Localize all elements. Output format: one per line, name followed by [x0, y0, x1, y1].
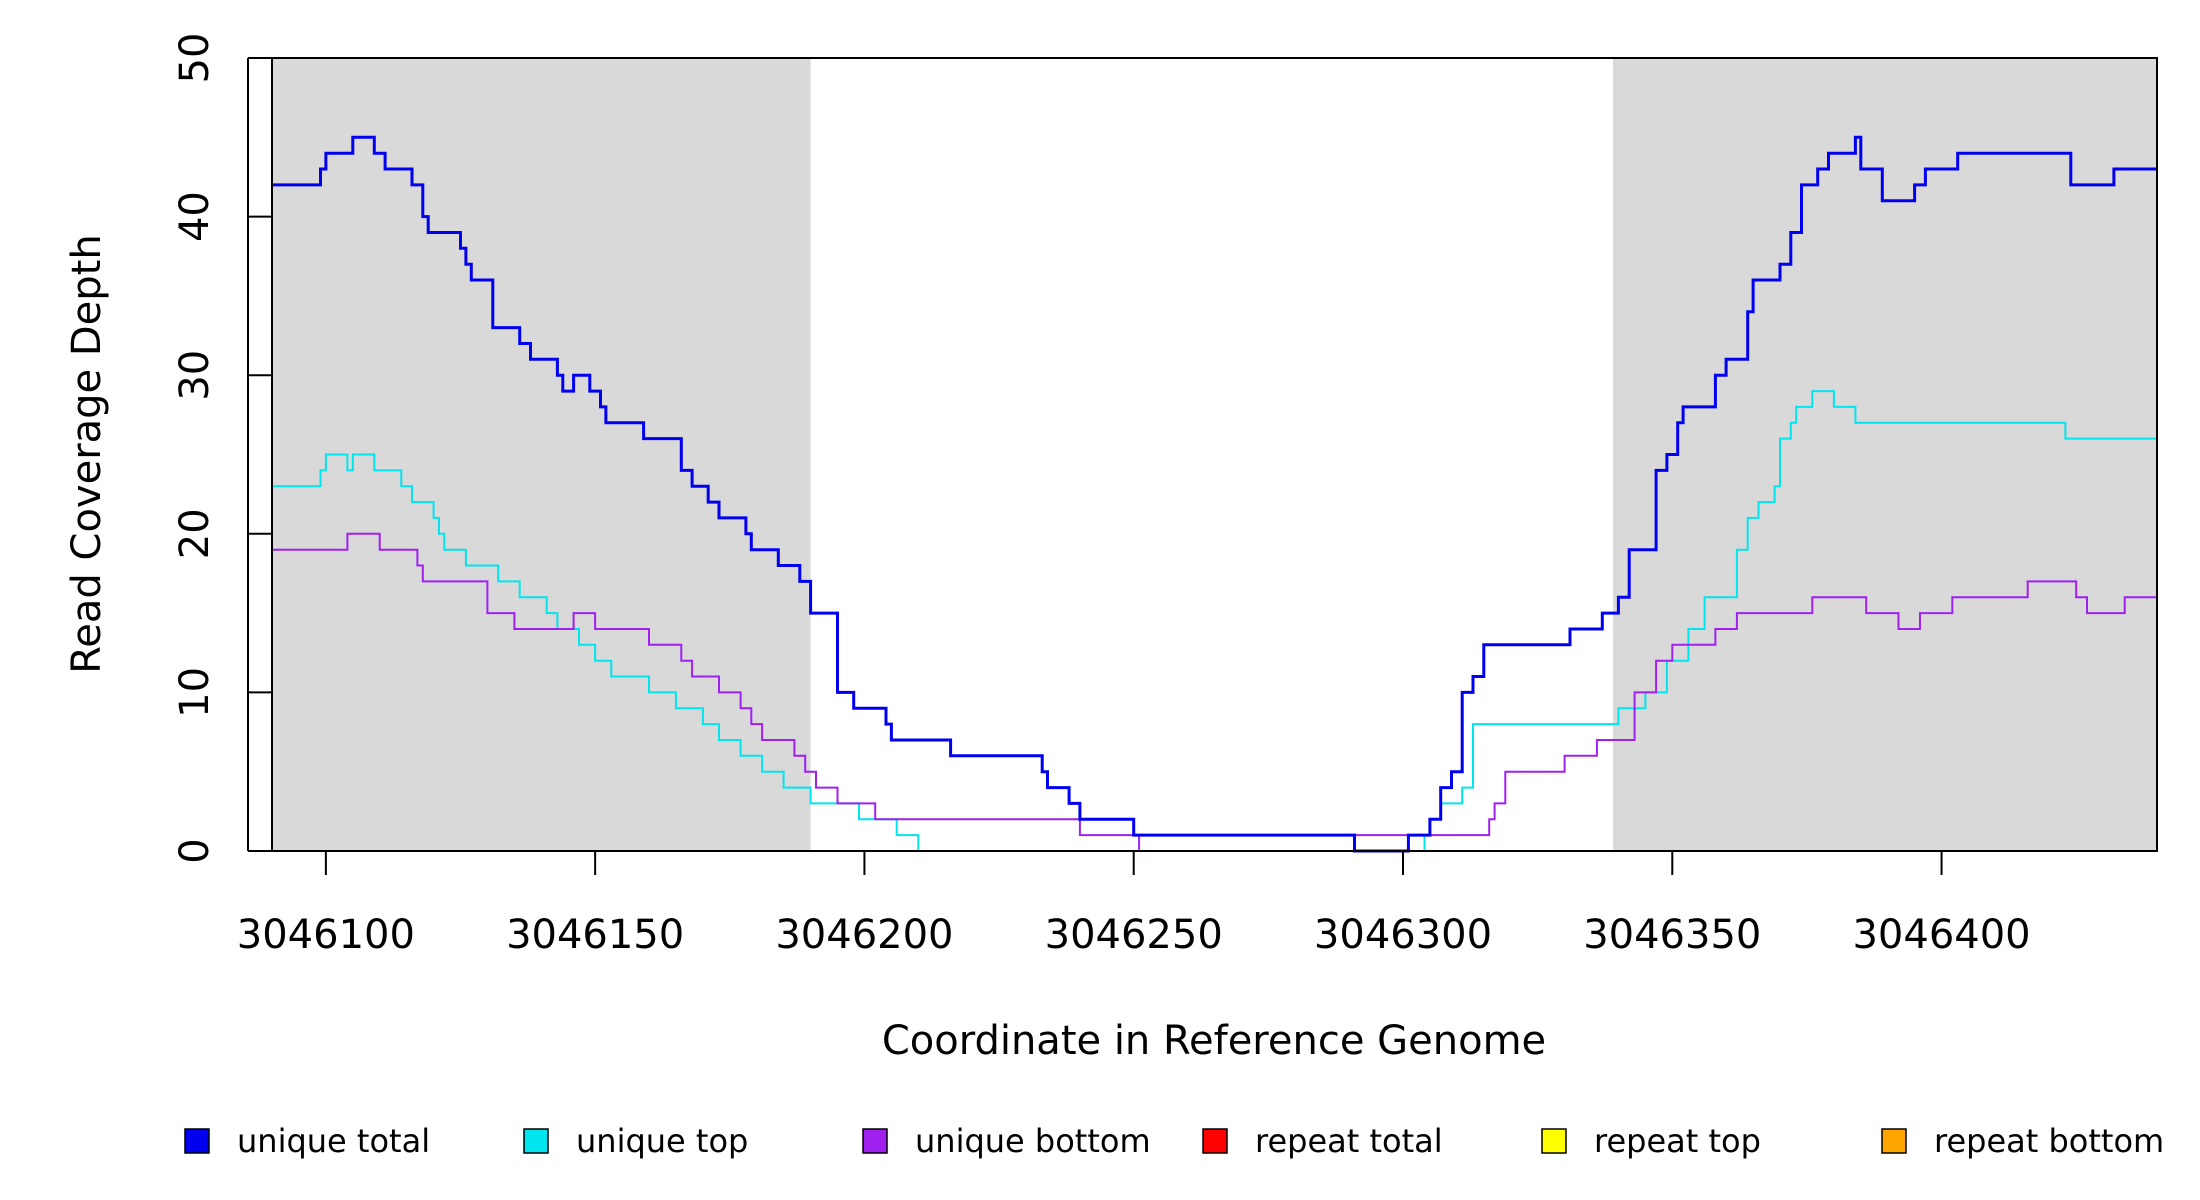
series-line-unique-total: [272, 135, 2157, 853]
x-tick-label-3046200: 3046200: [775, 912, 953, 958]
shaded-region-2: [1613, 58, 2157, 851]
legend-label-repeat-bottom: repeat bottom: [1934, 1122, 2164, 1160]
x-tick-label-3046250: 3046250: [1045, 912, 1223, 958]
legend-swatch-repeat-total: [1202, 1128, 1228, 1154]
legend-label-repeat-total: repeat total: [1255, 1122, 1443, 1160]
y-tick-label-10: 10: [172, 667, 218, 718]
shaded-regions: [272, 58, 2157, 851]
legend-swatch-repeat-bottom: [1881, 1128, 1907, 1154]
legend-label-repeat-top: repeat top: [1594, 1122, 1761, 1160]
legend-label-unique-top: unique top: [576, 1122, 748, 1160]
x-tick-label-3046100: 3046100: [237, 912, 415, 958]
x-tick-label-3046300: 3046300: [1314, 912, 1492, 958]
y-tick-label-50: 50: [172, 33, 218, 84]
x-axis-title: Coordinate in Reference Genome: [882, 1018, 1546, 1064]
legend-swatch-repeat-top: [1541, 1128, 1567, 1154]
legend-swatch-unique-total: [184, 1128, 210, 1154]
legend-label-unique-total: unique total: [237, 1122, 430, 1160]
legend: unique total unique top unique bottom repea…: [184, 1122, 2164, 1160]
legend-label-unique-bottom: unique bottom: [915, 1122, 1151, 1160]
legend-swatch-unique-top: [523, 1128, 549, 1154]
x-tick-label-3046400: 3046400: [1852, 912, 2030, 958]
x-axis: 3046100 3046150 3046200 3046250 3046300 30463…: [237, 850, 2031, 958]
y-axis-title: Read Coverage Depth: [64, 234, 110, 673]
y-tick-label-20: 20: [172, 508, 218, 559]
y-tick-label-40: 40: [172, 191, 218, 242]
x-tick-label-3046350: 3046350: [1583, 912, 1761, 958]
y-tick-label-30: 30: [172, 350, 218, 401]
series-line-unique-top: [272, 390, 2158, 852]
y-axis: 0 10 20 30 40 50: [172, 33, 272, 864]
y-tick-label-0: 0: [172, 838, 218, 863]
x-tick-label-3046150: 3046150: [506, 912, 684, 958]
legend-swatch-unique-bottom: [862, 1128, 888, 1154]
